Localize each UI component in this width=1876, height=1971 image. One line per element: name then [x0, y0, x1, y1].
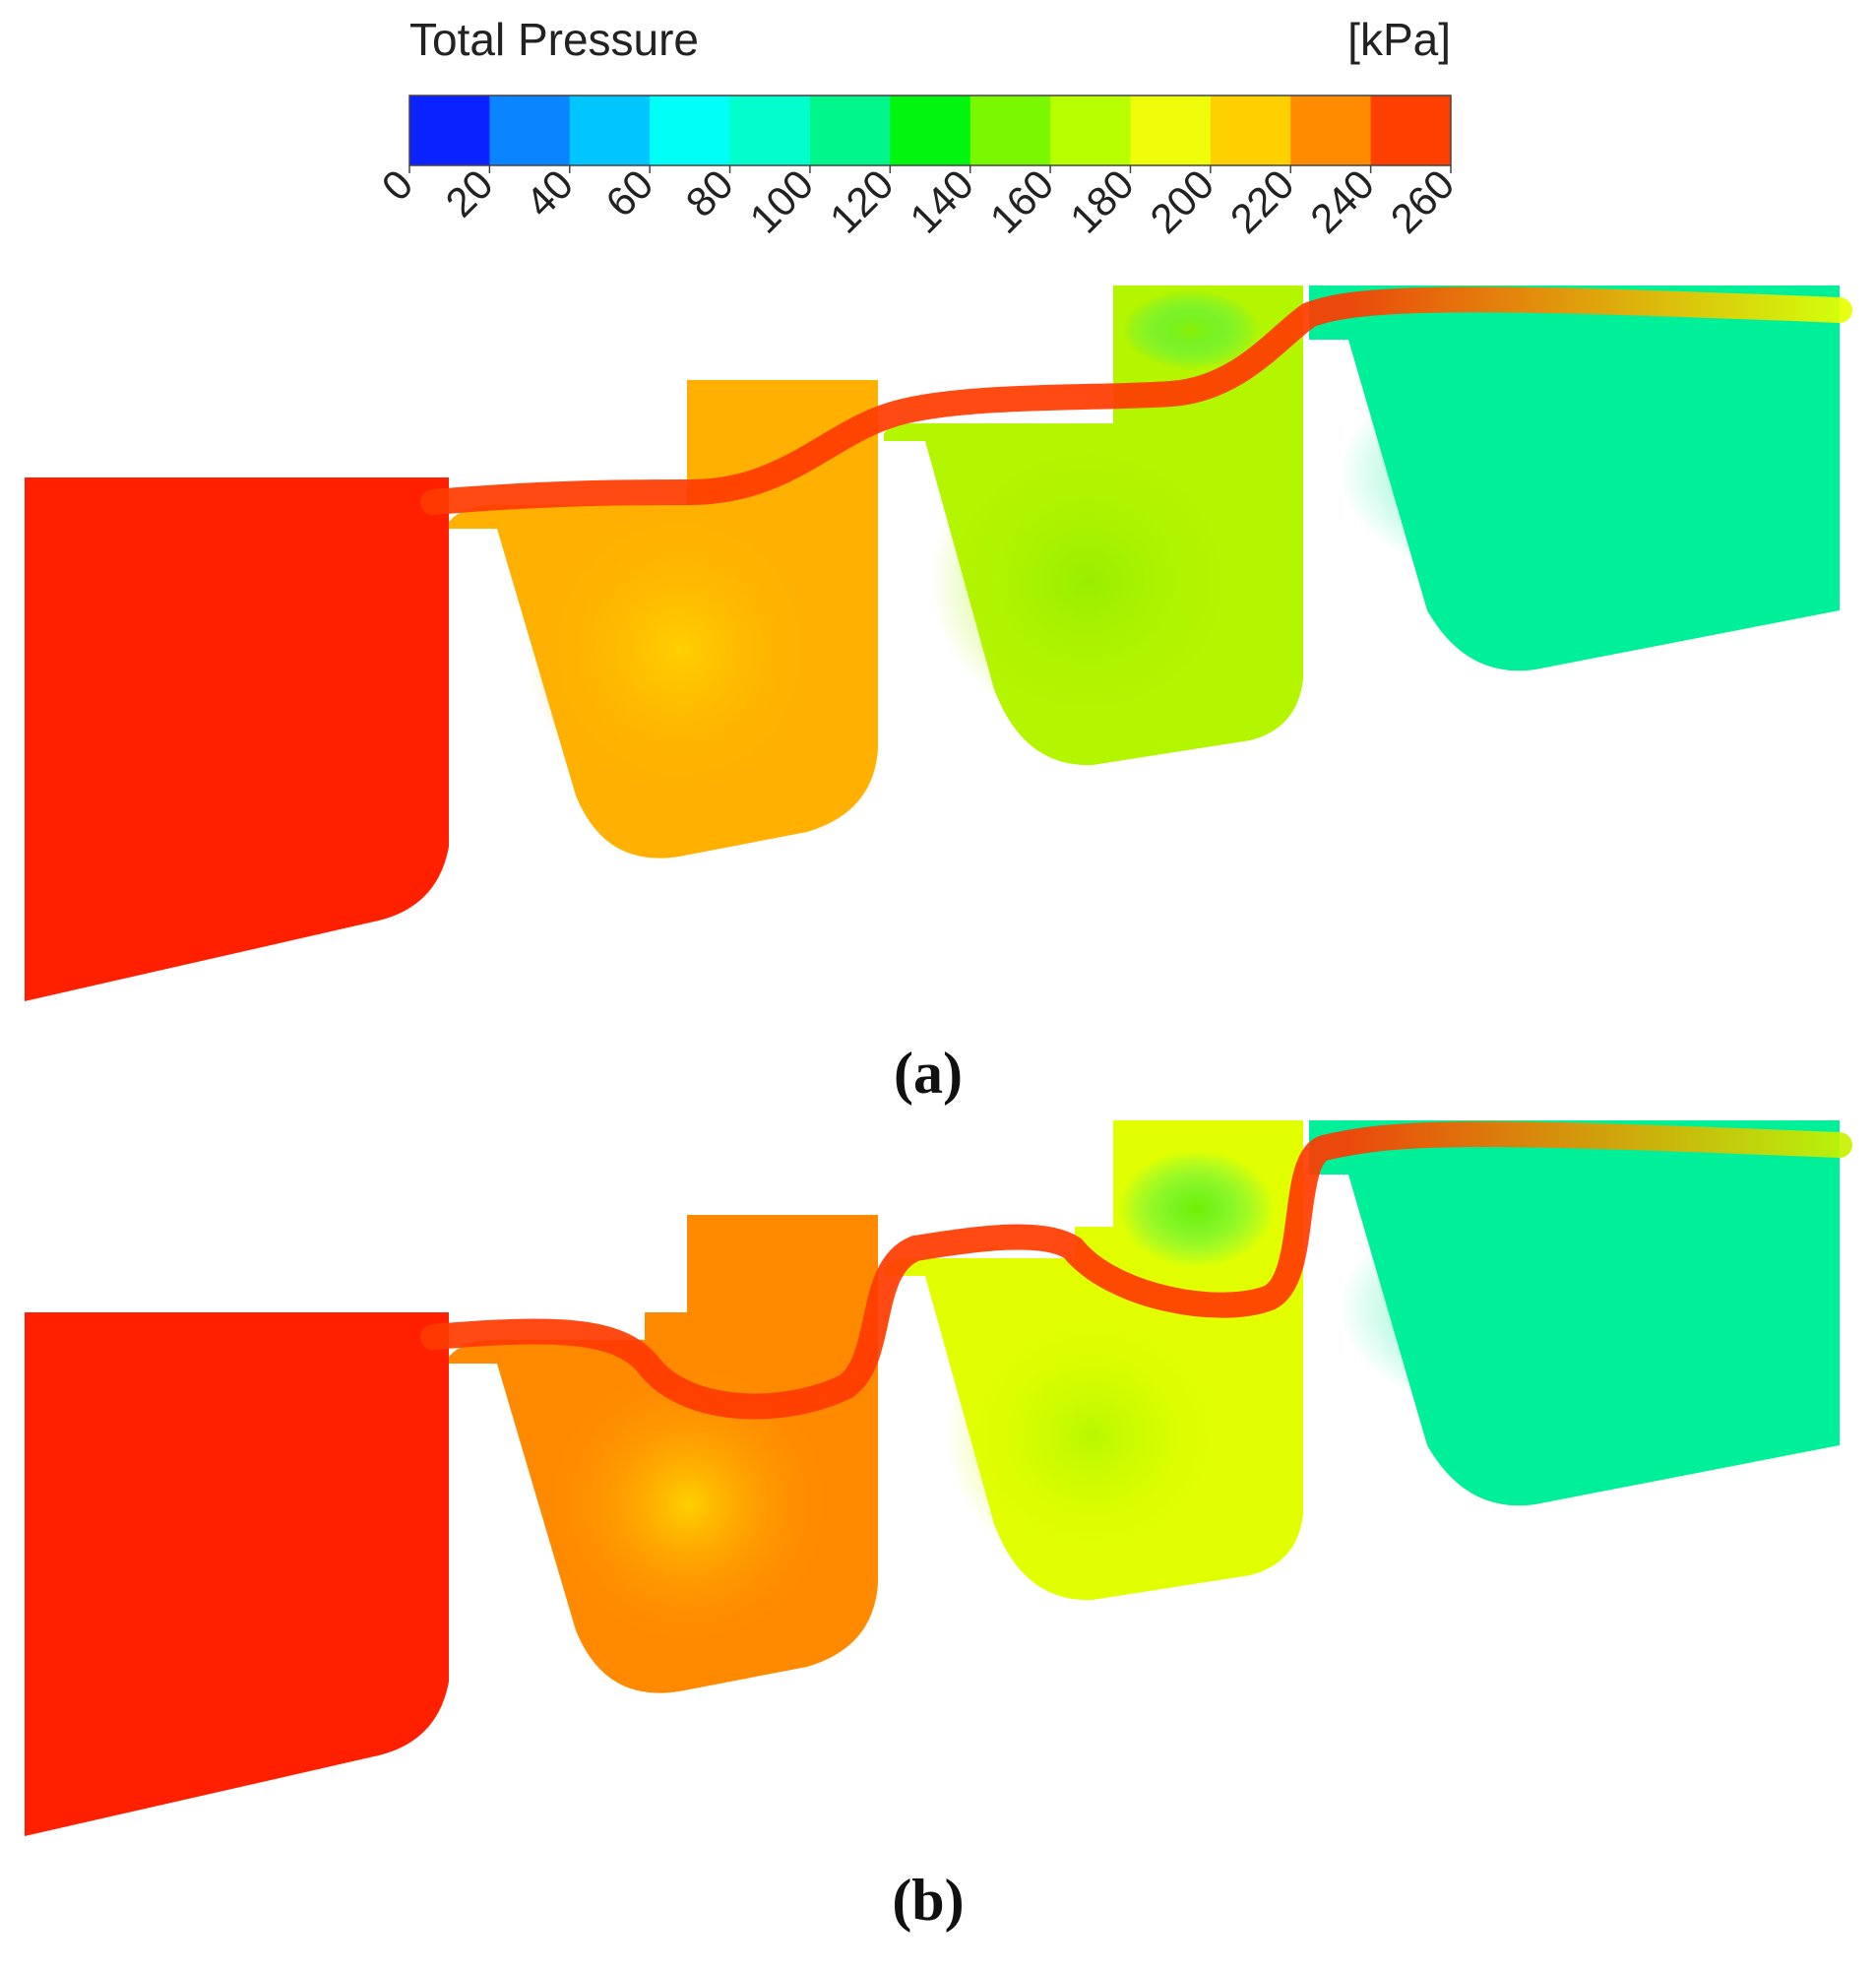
cavity-4-top-vortex: [1122, 290, 1260, 369]
cavity-1: [25, 1312, 449, 1836]
legend-swatch: [1370, 95, 1452, 165]
cavity-2-core: [527, 492, 832, 807]
legend-color-bar: [408, 95, 1452, 166]
legend-tick-label: 80: [677, 160, 742, 225]
legend-swatch: [969, 95, 1051, 165]
legend-swatch: [1210, 95, 1291, 165]
legend-swatch: [1130, 95, 1212, 165]
cavity-4-core: [1339, 354, 1772, 591]
cavity-4-top-vortex: [1117, 1150, 1275, 1268]
legend-swatch: [729, 95, 811, 165]
legend-swatch: [1050, 95, 1131, 165]
color-legend: Total Pressure [kPa] 0 20 40 60 801001201401…: [373, 14, 1464, 242]
panel-b-label: (b): [892, 1868, 964, 1933]
legend-tick-label: 20: [436, 160, 501, 225]
legend-tick-label: 60: [596, 160, 661, 225]
legend-title: Total Pressure: [409, 14, 699, 65]
cavity-1: [25, 477, 449, 1001]
legend-swatch: [809, 95, 891, 165]
panel-b: (b): [25, 1120, 1852, 1933]
cavity-3: [884, 286, 1303, 766]
legend-tick-label: 40: [517, 160, 582, 225]
cavity-4: [1122, 286, 1840, 671]
legend-frame: [408, 95, 1452, 166]
cavity-2: [449, 1215, 878, 1693]
cavity-2: [449, 380, 878, 858]
legend-swatch: [409, 95, 490, 165]
panel-a-label: (a): [894, 1041, 963, 1106]
leakage-jet: [420, 1121, 1852, 1420]
cavity-4-core: [1339, 1189, 1772, 1426]
cavity-3-core: [945, 1298, 1240, 1573]
legend-swatch: [569, 95, 651, 165]
cavity-3-core: [930, 433, 1245, 729]
legend-swatch: [489, 95, 571, 165]
legend-swatch: [890, 95, 971, 165]
cavity-2-core: [541, 1357, 837, 1652]
cavity-4: [1117, 1120, 1840, 1506]
legend-unit: [kPa]: [1347, 14, 1451, 65]
legend-swatch: [650, 95, 731, 165]
cavity-1-region: [25, 1312, 449, 1836]
cavity-1-region: [25, 477, 449, 1001]
legend-swatch: [1290, 95, 1372, 165]
leakage-jet: [420, 286, 1852, 515]
legend-tick-label: 0: [373, 160, 422, 210]
panel-a: (a): [25, 286, 1852, 1106]
